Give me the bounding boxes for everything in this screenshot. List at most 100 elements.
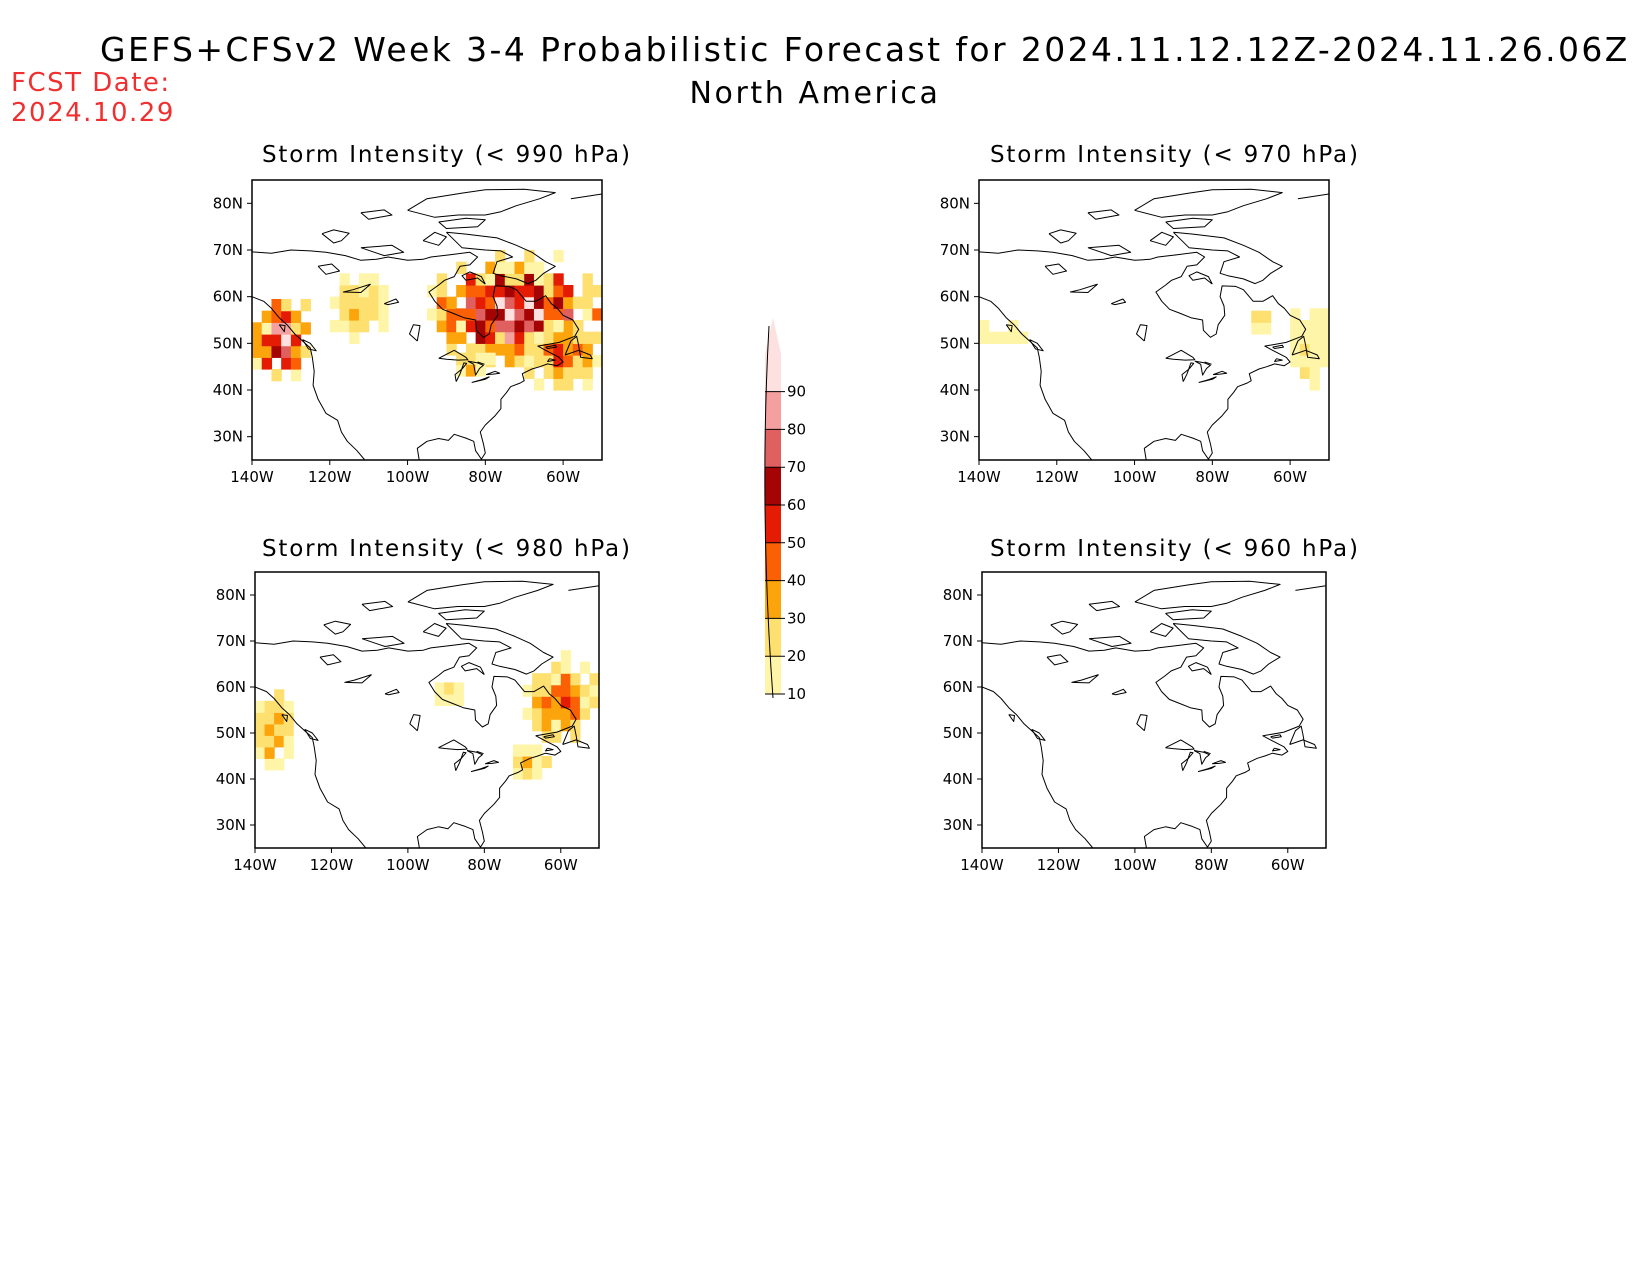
probability-cell xyxy=(495,331,506,344)
probability-cell xyxy=(563,355,574,368)
probability-cell xyxy=(532,673,543,686)
coastline xyxy=(361,600,394,612)
coastline xyxy=(361,635,405,647)
probability-cell xyxy=(979,331,990,344)
coastline xyxy=(1274,358,1283,362)
coastline xyxy=(545,747,554,752)
panel-960-coastlines xyxy=(982,580,1326,848)
probability-cell xyxy=(543,366,554,379)
lon-tick-label: 80W xyxy=(468,468,502,486)
probability-cell xyxy=(339,296,350,309)
probability-cell xyxy=(495,285,506,298)
lon-tick-label: 140W xyxy=(957,468,1001,486)
colorbar-label-70: 70 xyxy=(787,458,806,476)
coastline xyxy=(438,739,468,751)
probability-cell xyxy=(579,684,591,697)
probability-cell xyxy=(349,331,360,344)
coastline xyxy=(1204,361,1212,365)
probability-cell xyxy=(553,343,564,356)
probability-cell xyxy=(533,343,545,356)
probability-cell xyxy=(572,331,584,344)
coastline xyxy=(438,349,469,361)
probability-cell xyxy=(551,696,562,709)
probability-cell xyxy=(339,285,350,298)
probability-cell xyxy=(533,308,545,321)
probability-cell xyxy=(524,250,535,263)
probability-cell xyxy=(264,723,275,736)
coastline xyxy=(407,580,554,610)
coastline xyxy=(323,620,352,635)
probability-cell xyxy=(252,334,263,347)
probability-cell xyxy=(475,320,486,333)
probability-cell xyxy=(560,661,571,674)
probability-cell xyxy=(543,331,554,344)
probability-cell xyxy=(485,343,496,356)
probability-cell xyxy=(1309,378,1320,391)
probability-cell xyxy=(283,700,294,713)
probability-cell xyxy=(358,308,370,321)
lon-tick-label: 80W xyxy=(467,856,501,874)
panel-970-coastlines xyxy=(979,188,1329,460)
coastline xyxy=(360,244,405,257)
probability-cell xyxy=(1309,366,1320,379)
coastline xyxy=(564,335,593,360)
panel-title-960: Storm Intensity (< 960 hPa) xyxy=(990,536,1360,562)
lat-tick-label: 30N xyxy=(940,428,970,446)
probability-cell xyxy=(290,334,302,347)
coastline xyxy=(982,640,1304,848)
probability-cell xyxy=(524,343,535,356)
coastline xyxy=(409,714,421,732)
coastline xyxy=(255,640,577,848)
probability-cell xyxy=(271,345,282,358)
lon-tick-label: 140W xyxy=(233,856,277,874)
probability-cell xyxy=(553,355,564,368)
probability-cell xyxy=(514,261,525,274)
coastline xyxy=(562,725,590,749)
probability-cell xyxy=(572,320,584,333)
coastline xyxy=(485,370,501,376)
probability-cell xyxy=(252,357,263,370)
coastline xyxy=(281,714,288,722)
lon-tick-label: 120W xyxy=(1035,468,1079,486)
probability-cell xyxy=(485,331,496,344)
lat-tick-label: 30N xyxy=(216,816,246,834)
probability-cell xyxy=(532,684,543,697)
coastline xyxy=(568,585,599,646)
probability-cell xyxy=(453,693,464,706)
probability-region xyxy=(979,320,1029,344)
coastline xyxy=(1071,674,1099,684)
coastline xyxy=(317,263,340,275)
probability-cell xyxy=(553,296,564,309)
probability-region xyxy=(1290,308,1329,391)
probability-cell xyxy=(514,320,525,333)
coastline xyxy=(570,193,602,255)
probability-cell xyxy=(329,296,341,309)
probability-cell xyxy=(1319,331,1329,344)
probability-cell xyxy=(1008,320,1019,333)
probability-cell xyxy=(290,357,302,370)
coastline xyxy=(407,188,556,218)
probability-cell xyxy=(281,310,292,323)
coastline xyxy=(360,209,393,220)
coastline xyxy=(1008,714,1015,722)
probability-cell xyxy=(543,273,554,286)
probability-cell xyxy=(541,707,552,720)
probability-cell xyxy=(255,746,266,759)
probability-cell xyxy=(592,331,602,344)
probability-cell xyxy=(541,696,552,709)
probability-cell xyxy=(560,650,571,663)
panel-970-axes: 140W 120W 100W 80W 60W 80N 70N 60N 50N 40N 30N xyxy=(940,194,1308,486)
probability-cell xyxy=(582,366,593,379)
probability-cell xyxy=(349,296,360,309)
lon-tick-label: 100W xyxy=(1113,856,1157,874)
lon-tick-label: 120W xyxy=(1037,856,1081,874)
coastline xyxy=(1087,209,1120,220)
panel-980-map: 140W 120W 100W 80W 60W 80N 70N 60N 50N 40N 30N xyxy=(216,571,600,874)
coastline xyxy=(454,751,467,771)
probability-cell xyxy=(485,308,496,321)
panel-990-map: 140W 120W 100W 80W 60W 80N 70N 60N 50N 40N 30N xyxy=(213,179,603,486)
probability-cell xyxy=(543,343,554,356)
probability-cell xyxy=(1309,331,1320,344)
coastline xyxy=(476,750,484,755)
probability-cell xyxy=(264,746,275,759)
